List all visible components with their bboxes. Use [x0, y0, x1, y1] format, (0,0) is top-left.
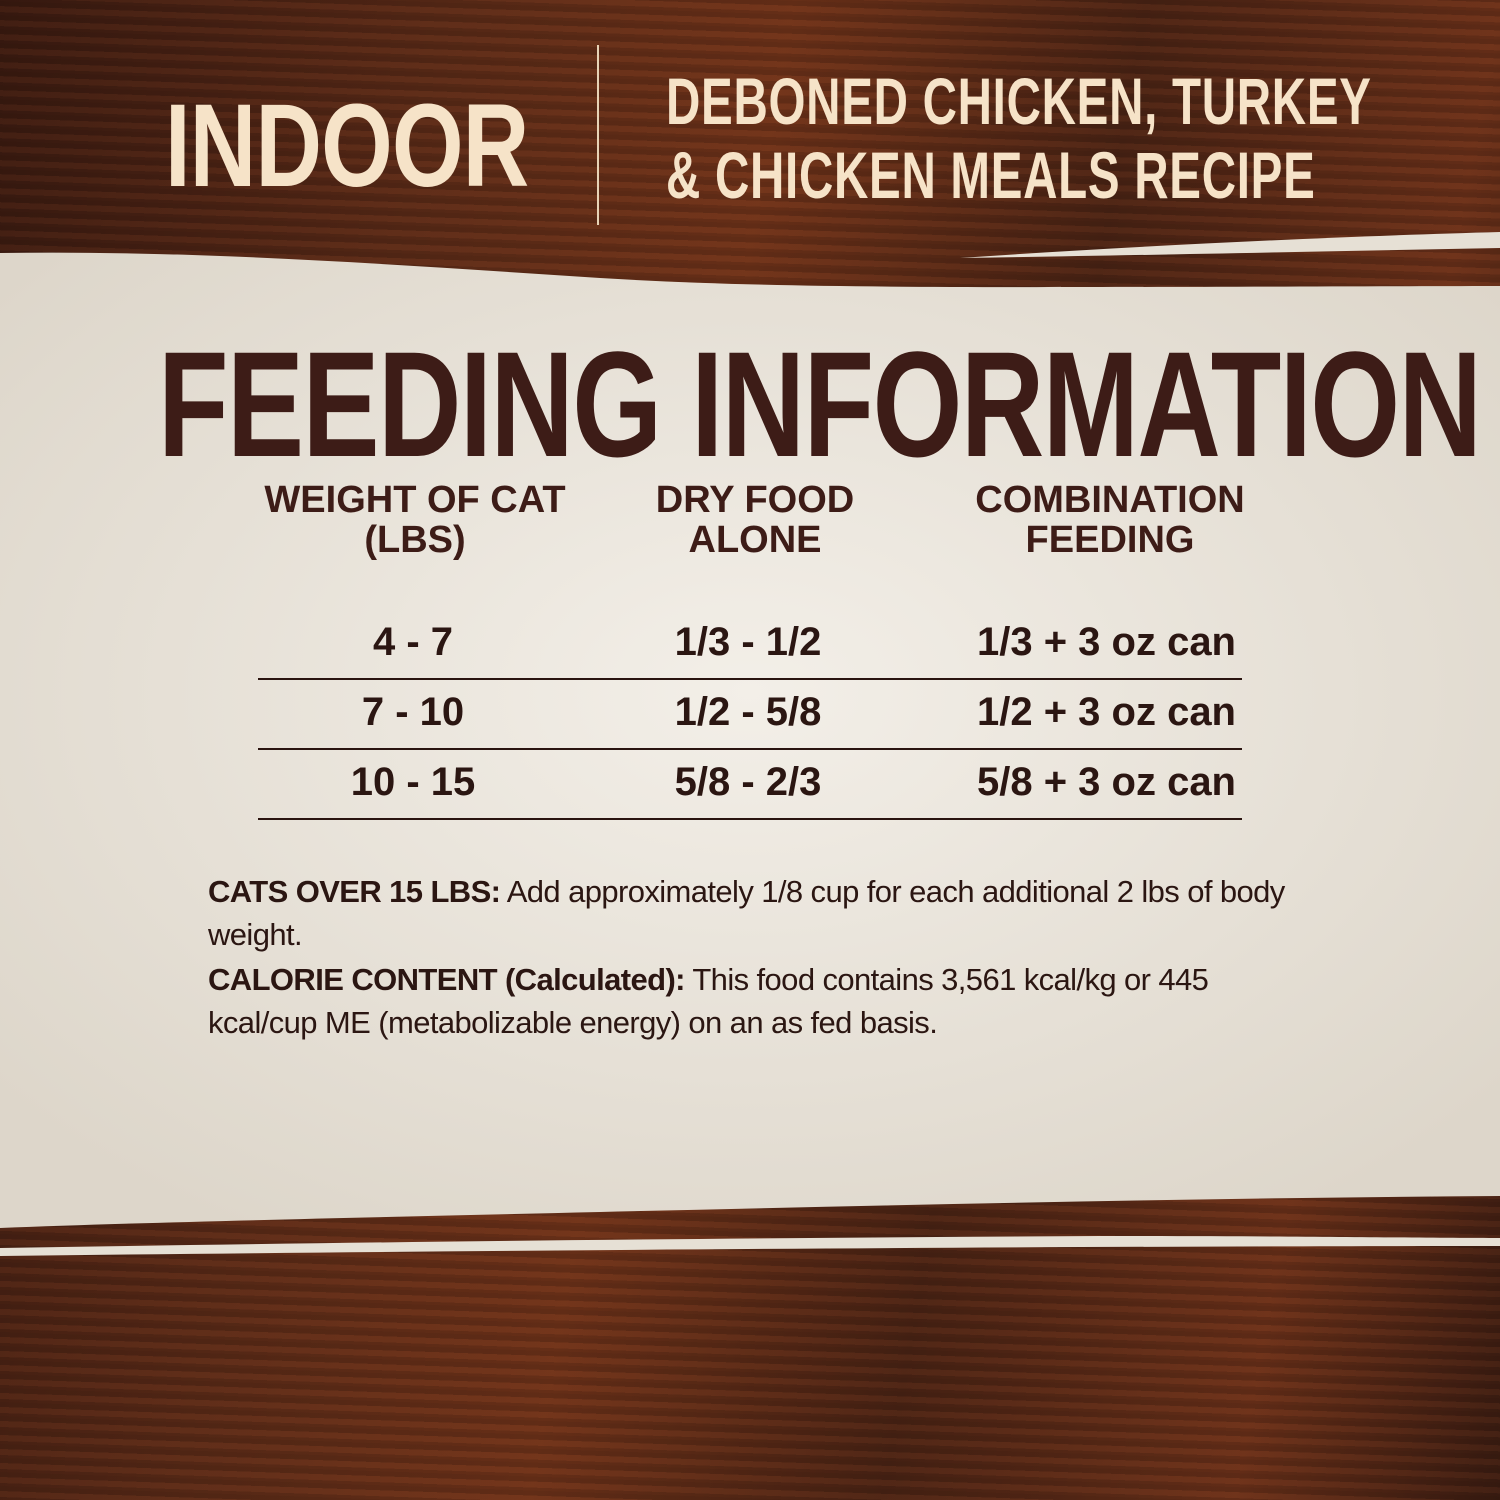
cell-combo: 1/3 + 3 oz can [976, 620, 1236, 664]
page-title: FEEDING INFORMATION [158, 320, 1482, 488]
header-text: ALONE [688, 519, 822, 561]
header-text: DRY FOOD [655, 479, 855, 521]
header-combination: COMBINATION FEEDING [950, 480, 1270, 560]
cell-combo: 1/2 + 3 oz can [976, 690, 1236, 734]
header-divider [597, 45, 599, 225]
product-line-title: INDOOR [165, 80, 529, 212]
header-dry-food: DRY FOOD ALONE [620, 480, 890, 560]
note-label: CATS OVER 15 LBS: [208, 874, 501, 909]
note-text: This food contains 3,561 kcal/kg or 445 … [208, 962, 1209, 1040]
recipe-line-2: & CHICKEN MEALS RECIPE [666, 138, 1316, 212]
header-text: (LBS) [364, 519, 466, 561]
note-text: Add approximately 1/8 cup for each addit… [208, 874, 1285, 952]
header-weight: WEIGHT OF CAT (LBS) [240, 480, 590, 560]
cell-combo: 5/8 + 3 oz can [976, 760, 1236, 804]
header-text: FEEDING [1025, 519, 1195, 561]
cell-dry: 5/8 - 2/3 [674, 760, 822, 804]
table-row: 10 - 15 5/8 - 2/3 5/8 + 3 oz can [258, 748, 1242, 820]
recipe-name: DEBONED CHICKEN, TURKEY & CHICKEN MEALS … [666, 64, 1372, 212]
header-text: COMBINATION [975, 479, 1245, 521]
cell-weight: 7 - 10 [361, 690, 465, 734]
table-row: 7 - 10 1/2 - 5/8 1/2 + 3 oz can [258, 678, 1242, 750]
recipe-line-1: DEBONED CHICKEN, TURKEY [666, 64, 1372, 138]
table-row: 4 - 7 1/3 - 1/2 1/3 + 3 oz can [258, 608, 1242, 680]
note-label: CALORIE CONTENT (Calculated): [208, 962, 685, 997]
cats-over-note: CATS OVER 15 LBS: Add approximately 1/8 … [208, 870, 1288, 956]
notes-section: CATS OVER 15 LBS: Add approximately 1/8 … [208, 870, 1288, 1044]
cell-dry: 1/3 - 1/2 [674, 620, 822, 664]
calorie-note: CALORIE CONTENT (Calculated): This food … [208, 958, 1288, 1044]
cell-dry: 1/2 - 5/8 [674, 690, 822, 734]
cell-weight: 4 - 7 [372, 620, 454, 664]
cell-weight: 10 - 15 [350, 760, 476, 804]
header-text: WEIGHT OF CAT [264, 479, 566, 521]
